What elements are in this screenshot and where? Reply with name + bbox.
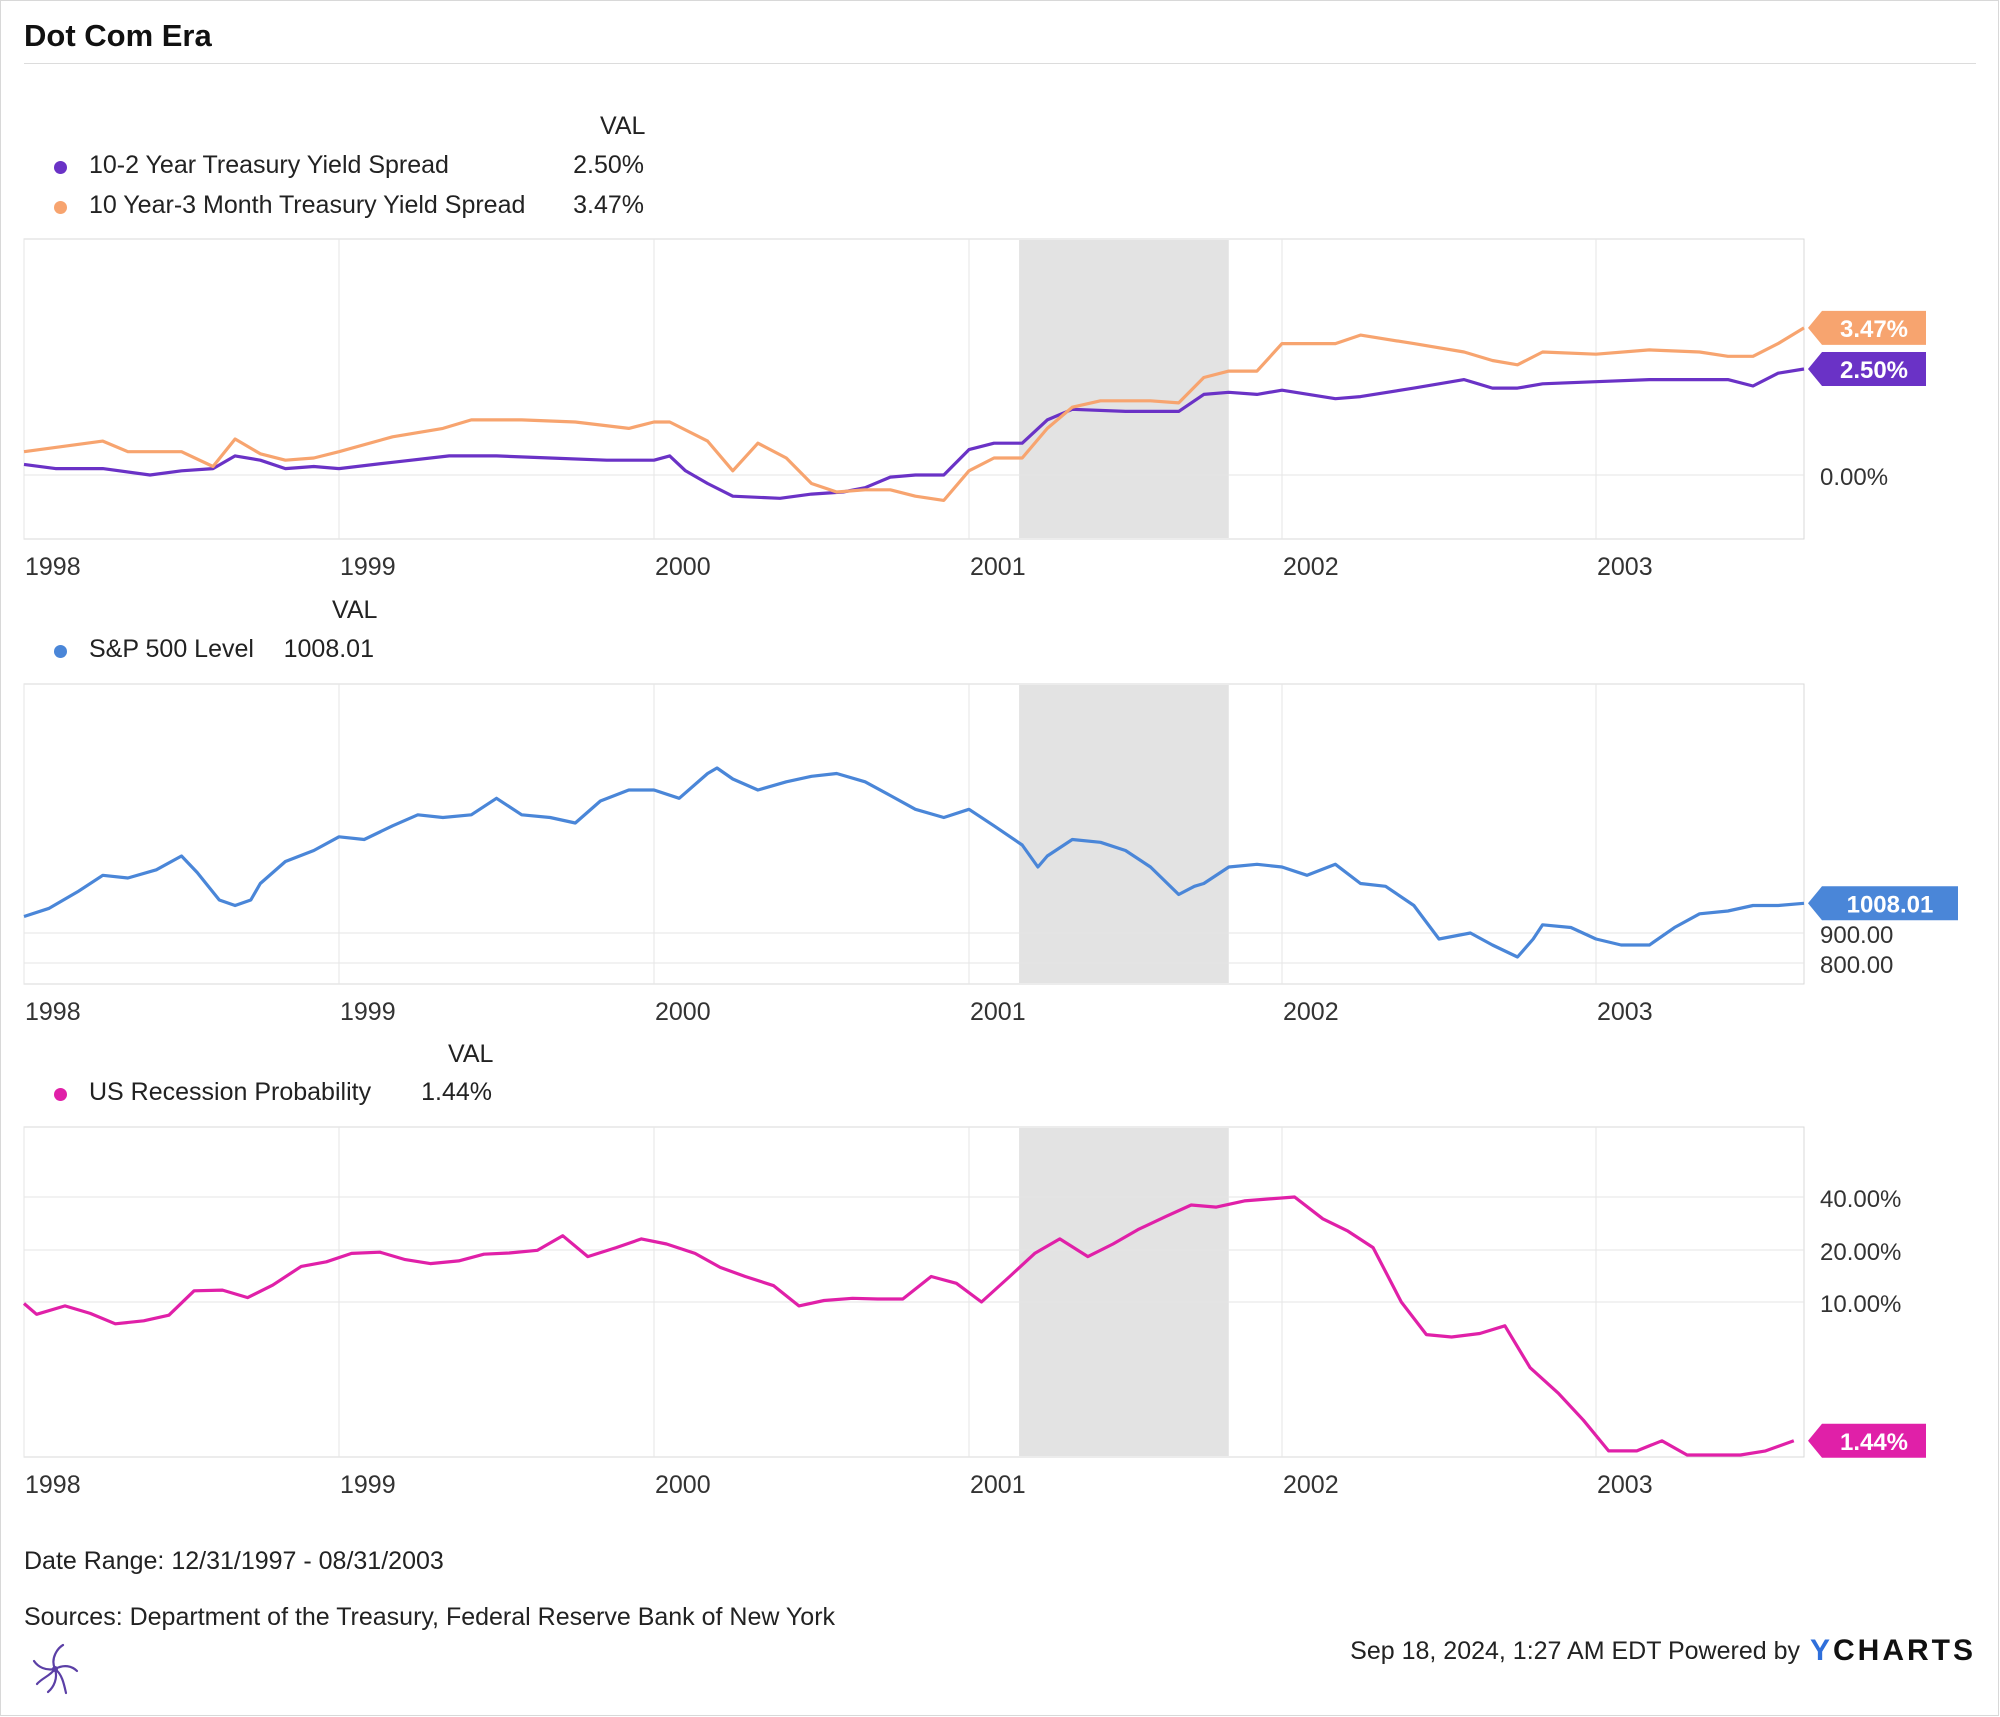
legend-value-10-2: 2.50% [573, 151, 644, 179]
legend-dot-10-3m [54, 201, 67, 214]
y-tick-label: 10.00% [1820, 1291, 1901, 1318]
x-tick-label: 1999 [340, 998, 396, 1026]
end-value-flag-bg [1808, 886, 1958, 921]
x-tick-label: 2003 [1597, 998, 1653, 1026]
y-tick-label: 20.00% [1820, 1239, 1901, 1266]
legend-dot-sp500 [54, 645, 67, 658]
legend-label-sp500[interactable]: S&P 500 Level [89, 635, 254, 663]
timestamp-powered-by: Sep 18, 2024, 1:27 AM EDT Powered by YCH… [1350, 1634, 1976, 1668]
legend-value-10-3m: 3.47% [573, 191, 644, 219]
series-line-0[interactable] [23, 367, 1805, 500]
x-tick-label: 2003 [1597, 553, 1653, 581]
recession-shade [1019, 1128, 1229, 1456]
end-value-flag: 2.50% [1808, 352, 1926, 386]
plot-area [23, 238, 1805, 540]
end-value-label: 2.50% [1840, 357, 1908, 384]
end-value-label: 1008.01 [1847, 891, 1934, 918]
legend-label-10-2[interactable]: 10-2 Year Treasury Yield Spread [89, 151, 449, 179]
legend-value-sp500: 1008.01 [283, 635, 374, 663]
panel-recession-probability: 40.00% 20.00% 10.00% 1998 1999 2000 2001 2002 20… [22, 1126, 1926, 1499]
legend-label-recession[interactable]: US Recession Probability [89, 1078, 372, 1106]
end-value-label: 1.44% [1840, 1429, 1908, 1456]
legend-val-header: VAL [448, 1040, 494, 1068]
recession-shade [1019, 240, 1229, 538]
x-tick-label: 1998 [25, 1471, 81, 1499]
x-tick-label: 2002 [1283, 1471, 1339, 1499]
date-range: Date Range: 12/31/1997 - 08/31/2003 [24, 1547, 444, 1575]
end-value-label: 3.47% [1840, 316, 1908, 343]
x-tick-label: 2002 [1283, 553, 1339, 581]
x-tick-label: 2001 [970, 553, 1026, 581]
ycharts-brand[interactable]: YCHARTS [1810, 1634, 1976, 1668]
y-tick-label: 0.00% [1820, 464, 1888, 491]
page-title: Dot Com Era [24, 18, 212, 53]
x-tick-label: 1998 [25, 553, 81, 581]
x-tick-label: 2000 [655, 553, 711, 581]
legend-value-recession: 1.44% [421, 1078, 492, 1106]
y-tick-label: 40.00% [1820, 1186, 1901, 1213]
series-line-1[interactable] [23, 326, 1805, 502]
x-tick-label: 2001 [970, 1471, 1026, 1499]
series-line-0[interactable] [22, 1195, 1795, 1457]
sources: Sources: Department of the Treasury, Fed… [24, 1603, 836, 1631]
timestamp: Sep 18, 2024, 1:27 AM EDT Powered by [1350, 1636, 1800, 1665]
x-tick-label: 2003 [1597, 1471, 1653, 1499]
x-tick-label: 2000 [655, 998, 711, 1026]
title-divider [24, 63, 1976, 64]
series-line-0[interactable] [23, 766, 1805, 959]
x-tick-label: 2002 [1283, 998, 1339, 1026]
x-tick-label: 1999 [340, 1471, 396, 1499]
end-value-flag-bg [1808, 352, 1926, 386]
plot-area [23, 683, 1805, 985]
legend-label-10-3m[interactable]: 10 Year-3 Month Treasury Yield Spread [89, 191, 526, 219]
x-tick-label: 2000 [655, 1471, 711, 1499]
panel-yield-spreads: 0.00% 1998 1999 2000 2001 2002 2003 2.50% 3.47% [23, 238, 1926, 581]
ycharts-brand-rest: CHARTS [1833, 1634, 1976, 1667]
y-tick-label: 900.00 [1820, 922, 1893, 949]
recession-shade [1019, 685, 1229, 983]
end-value-flag: 1008.01 [1808, 886, 1958, 921]
ycharts-flower-logo-icon [32, 1643, 79, 1695]
legend-dot-10-2 [54, 161, 67, 174]
x-tick-label: 2001 [970, 998, 1026, 1026]
panel-sp500: 900.00 800.00 1998 1999 2000 2001 2002 2003 1008… [23, 683, 1958, 1026]
legend-val-header: VAL [332, 596, 378, 624]
y-tick-label: 800.00 [1820, 952, 1893, 979]
x-tick-label: 1998 [25, 998, 81, 1026]
end-value-flag: 1.44% [1808, 1423, 1926, 1458]
x-tick-label: 1999 [340, 553, 396, 581]
ycharts-brand-y: Y [1809, 1634, 1833, 1667]
end-value-flag: 3.47% [1808, 310, 1926, 345]
legend-dot-recession [54, 1088, 67, 1101]
end-value-flag-bg [1808, 310, 1926, 345]
legend-val-header: VAL [600, 112, 646, 140]
end-value-flag-bg [1808, 1423, 1926, 1458]
